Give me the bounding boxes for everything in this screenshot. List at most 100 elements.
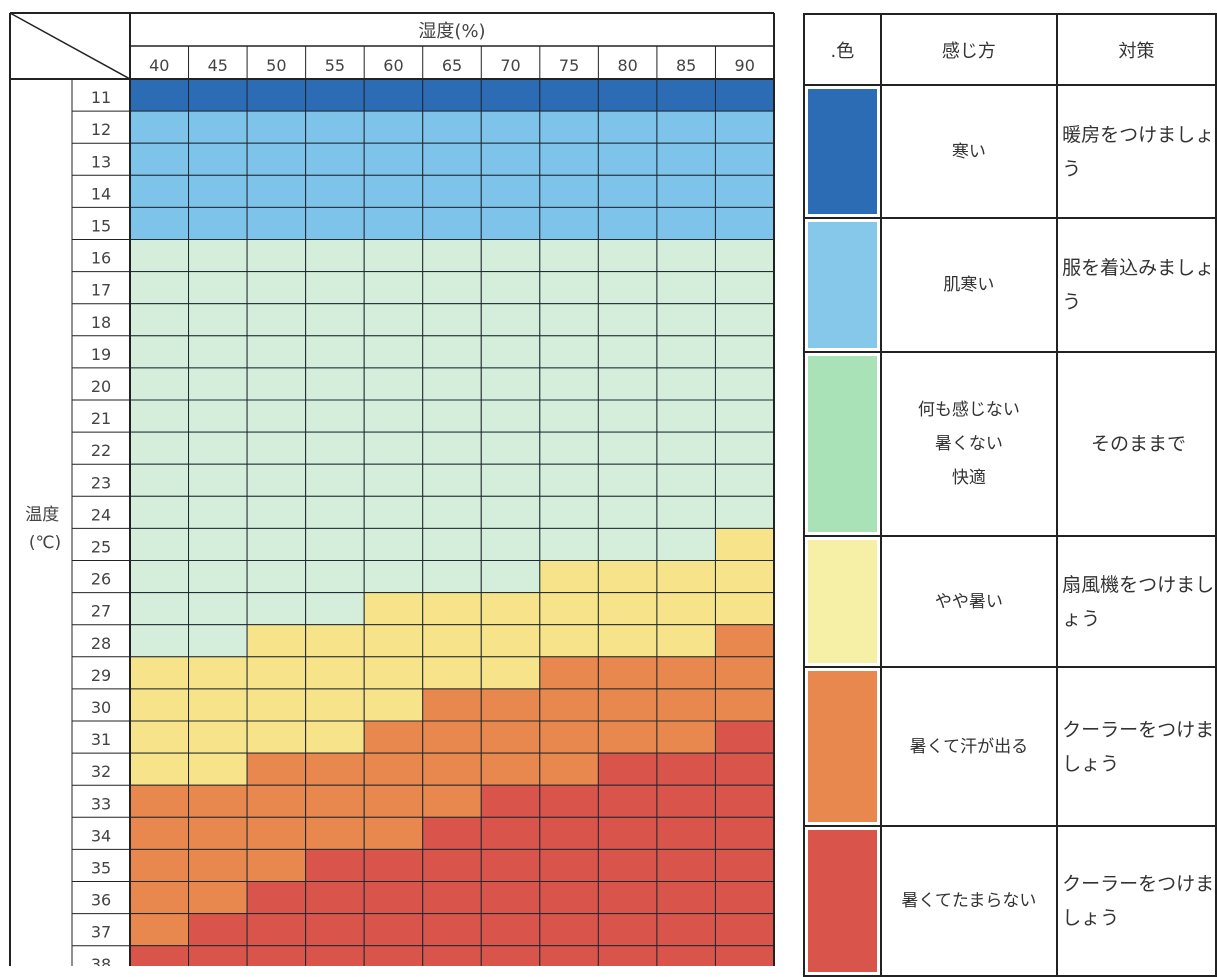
x-tick-label: 60 <box>383 56 403 75</box>
heatmap-cell <box>246 945 307 966</box>
heatmap-cell <box>188 560 248 594</box>
heatmap-cell <box>480 142 541 176</box>
heatmap-cell <box>597 816 658 850</box>
heatmap-cell <box>305 560 365 594</box>
heatmap-cell <box>539 656 599 690</box>
legend-action: クーラーをつけましょう <box>1056 825 1217 977</box>
heatmap-cell <box>363 142 424 176</box>
heatmap-cell <box>714 656 775 690</box>
heatmap-cell <box>422 399 482 433</box>
y-tick-label: 17 <box>91 281 111 300</box>
y-tick-label: 33 <box>91 794 111 813</box>
heatmap-cell <box>597 399 658 433</box>
heatmap-cell <box>363 688 424 722</box>
heatmap-cell <box>539 174 599 208</box>
heatmap-cell <box>656 142 716 176</box>
heatmap-cell <box>246 816 307 850</box>
heatmap-cell <box>305 848 365 883</box>
heatmap-cell <box>714 399 775 433</box>
y-axis-title: 温度 (℃) <box>25 505 64 553</box>
heatmap-cell <box>597 78 658 112</box>
heatmap-cell <box>539 399 599 433</box>
heatmap-cell <box>363 174 424 208</box>
heatmap-cell <box>129 913 190 947</box>
y-tick-label: 21 <box>91 409 111 428</box>
heatmap-cell <box>188 431 248 465</box>
heatmap-cell <box>714 367 775 401</box>
x-tick-label: 45 <box>208 56 228 75</box>
heatmap-cell <box>539 463 599 497</box>
legend-action: 暖房をつけましょう <box>1056 84 1217 219</box>
heatmap-cell <box>539 495 599 529</box>
y-tick-label: 18 <box>91 313 111 332</box>
legend-row: 暑くて汗が出る クーラーをつけましょう <box>803 666 1217 827</box>
legend-action: クーラーをつけましょう <box>1056 666 1217 827</box>
legend-feeling: やや暑い <box>879 535 1059 668</box>
heatmap-cell <box>188 945 248 966</box>
heatmap-cell <box>422 656 482 690</box>
heatmap-cell <box>129 784 190 818</box>
heatmap-cell <box>480 303 541 337</box>
heatmap-cell <box>597 239 658 273</box>
y-tick-label: 37 <box>91 923 111 942</box>
y-tick-label: 27 <box>91 602 111 621</box>
heatmap-cell <box>129 239 190 273</box>
heatmap-cell <box>597 142 658 176</box>
heatmap-cell <box>422 624 482 658</box>
heatmap-cell <box>363 752 424 786</box>
corner-diagonal <box>9 12 131 80</box>
legend-color-cell <box>803 535 882 668</box>
heatmap-cell <box>656 367 716 401</box>
y-tick-label: 28 <box>91 634 111 653</box>
heatmap-cell <box>246 784 307 818</box>
y-tick-label: 11 <box>91 88 111 107</box>
heatmap-cell <box>597 303 658 337</box>
heatmap-cell <box>480 463 541 497</box>
heatmap-cell <box>597 335 658 369</box>
heatmap-cell <box>188 303 248 337</box>
heatmap-cell <box>305 206 365 240</box>
heatmap-cell <box>305 431 365 465</box>
heatmap-cell <box>597 913 658 947</box>
heatmap-cell <box>129 881 190 915</box>
heatmap-cell <box>363 592 424 626</box>
heatmap-cell <box>246 431 307 465</box>
heatmap-cell <box>305 110 365 144</box>
heatmap-cell <box>480 784 541 818</box>
heatmap-cell <box>480 913 541 947</box>
heatmap-cell <box>246 110 307 144</box>
heatmap-cell <box>480 816 541 850</box>
heatmap-cell <box>129 752 190 786</box>
legend-color-cell <box>803 217 882 353</box>
heatmap-cell <box>597 784 658 818</box>
heatmap-cell <box>188 624 248 658</box>
legend-feeling: 寒い <box>879 84 1059 219</box>
heatmap-cell <box>363 463 424 497</box>
heatmap-cell <box>422 752 482 786</box>
heatmap-cell <box>656 720 716 754</box>
x-axis-title: 湿度(%) <box>418 21 485 42</box>
heatmap-cell <box>480 752 541 786</box>
heatmap-cell <box>714 463 775 497</box>
heatmap-cell <box>188 752 248 786</box>
heatmap-cell <box>480 848 541 883</box>
heatmap-cell <box>480 495 541 529</box>
heatmap-cell <box>480 206 541 240</box>
legend-row: 暑くてたまらない クーラーをつけましょう <box>803 825 1217 977</box>
heatmap-cell <box>188 816 248 850</box>
y-tick-label: 34 <box>91 826 111 845</box>
heatmap-cell <box>422 527 482 562</box>
heatmap-cell <box>422 688 482 722</box>
heatmap-cell <box>656 463 716 497</box>
heatmap-cell <box>422 592 482 626</box>
heatmap-cell <box>129 945 190 966</box>
heatmap-cell <box>305 367 365 401</box>
heatmap-cell <box>129 271 190 305</box>
heatmap-cell <box>539 560 599 594</box>
heatmap-cell <box>246 174 307 208</box>
legend-header-color: .色 <box>803 13 882 86</box>
y-tick-label: 35 <box>91 859 111 878</box>
heatmap-cell <box>597 848 658 883</box>
heatmap-cell <box>422 78 482 112</box>
heatmap-cell <box>422 303 482 337</box>
